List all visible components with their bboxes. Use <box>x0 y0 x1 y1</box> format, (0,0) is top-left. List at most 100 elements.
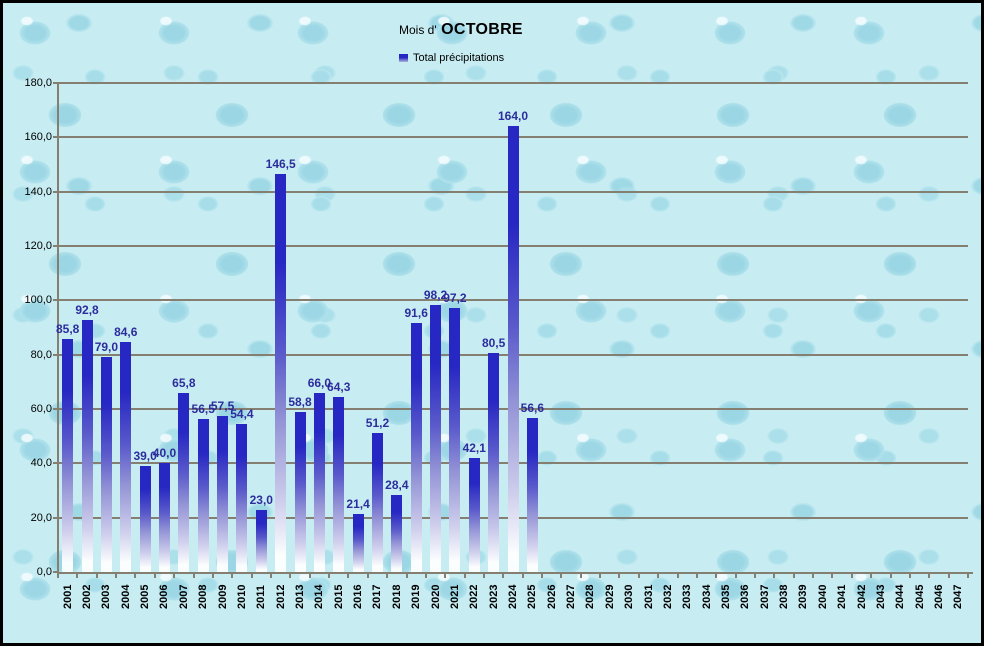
x-axis-tick <box>695 574 698 578</box>
bar <box>352 513 364 572</box>
bar-value-label: 97,2 <box>443 290 467 305</box>
x-axis-tick <box>328 574 331 578</box>
x-axis-tick <box>618 574 621 578</box>
x-axis-tick <box>366 574 369 578</box>
chart-title: Mois d' OCTOBRE <box>399 21 523 39</box>
bar <box>391 494 403 572</box>
x-axis-label: 2041 <box>836 584 849 609</box>
x-axis-label: 2037 <box>758 584 771 609</box>
x-axis-tick <box>211 574 214 578</box>
x-axis-label: 2043 <box>874 584 887 609</box>
x-axis-tick <box>657 574 660 578</box>
x-axis-label: 2032 <box>661 584 674 609</box>
chart-title-month: OCTOBRE <box>441 21 523 38</box>
x-axis-tick <box>231 574 234 578</box>
y-axis-tick <box>53 245 58 247</box>
x-axis-label: 2005 <box>139 584 152 609</box>
bar-value-label: 54,4 <box>230 407 254 422</box>
x-axis-label: 2046 <box>932 584 945 609</box>
x-axis-tick <box>347 574 350 578</box>
bar <box>313 392 325 572</box>
bar-value-label: 64,3 <box>327 380 351 395</box>
x-axis-tick <box>637 574 640 578</box>
legend: Total précipitations <box>399 52 504 64</box>
bar <box>236 424 248 572</box>
x-axis-tick <box>773 574 776 578</box>
y-axis-label: 140,0 <box>24 185 52 198</box>
bar-value-label: 56,5 <box>191 401 215 416</box>
x-axis-label: 2038 <box>778 584 791 609</box>
bar-value-label: 98,2 <box>423 288 448 303</box>
x-axis-label: 2006 <box>158 584 171 609</box>
x-axis-label: 2031 <box>642 584 655 609</box>
x-axis-label: 2040 <box>816 584 829 609</box>
x-axis-tick <box>192 574 195 578</box>
chart-title-prefix: Mois d' <box>399 23 437 37</box>
gridline <box>58 82 968 84</box>
x-axis-label: 2009 <box>216 584 229 609</box>
x-axis-tick <box>76 574 79 578</box>
x-axis-label: 2019 <box>410 584 423 609</box>
bar <box>275 174 287 572</box>
bar <box>120 342 132 572</box>
x-axis-tick <box>386 574 389 578</box>
legend-series-label: Total précipitations <box>413 52 505 64</box>
y-axis-tick <box>53 408 58 410</box>
bar-value-label: 56,6 <box>520 401 545 416</box>
bar-value-label: 21,4 <box>346 496 370 511</box>
x-axis-label: 2047 <box>952 584 965 609</box>
x-axis-label: 2003 <box>100 584 113 609</box>
x-axis-label: 2008 <box>197 584 210 609</box>
x-axis-label: 2022 <box>468 584 481 609</box>
x-axis-tick <box>173 574 176 578</box>
x-axis-tick <box>792 574 795 578</box>
y-axis-label: 60,0 <box>30 403 52 415</box>
bar-value-label: 40,0 <box>152 446 177 461</box>
x-axis-tick <box>153 574 156 578</box>
x-axis-label: 2001 <box>61 584 74 609</box>
bar <box>294 412 306 572</box>
x-axis-tick <box>115 574 118 578</box>
x-axis-label: 2014 <box>313 584 326 609</box>
x-axis-tick <box>250 574 253 578</box>
x-axis-tick <box>444 574 447 578</box>
bar <box>81 319 93 572</box>
bar <box>178 393 190 572</box>
x-axis-tick <box>831 574 834 578</box>
x-axis-label: 2021 <box>448 584 461 609</box>
y-axis-line <box>57 83 59 574</box>
bar-value-label: 51,2 <box>365 415 390 430</box>
x-axis-label: 2045 <box>913 584 926 609</box>
bar-value-label: 57,5 <box>210 398 235 413</box>
x-axis-label: 2027 <box>565 584 578 609</box>
bar <box>449 307 461 572</box>
bar <box>507 126 519 572</box>
x-axis-tick <box>967 574 969 578</box>
x-axis-tick <box>134 574 137 578</box>
x-axis-tick <box>57 574 59 578</box>
x-axis-tick <box>482 574 485 578</box>
x-axis-tick <box>889 574 892 578</box>
x-axis-tick <box>850 574 853 578</box>
x-axis-tick <box>715 574 718 578</box>
bar-value-label: 85,8 <box>55 321 80 336</box>
y-axis-label: 0,0 <box>36 566 52 578</box>
y-axis-tick <box>53 353 58 356</box>
x-axis-label: 2015 <box>332 584 345 609</box>
bar <box>526 418 538 572</box>
x-axis-tick <box>463 574 466 578</box>
x-axis-label: 2029 <box>603 584 616 609</box>
x-axis-tick <box>908 574 911 578</box>
x-axis-label: 2007 <box>177 584 190 609</box>
bar-value-label: 65,8 <box>172 376 196 391</box>
bar-value-label: 79,0 <box>94 340 119 355</box>
y-axis-label: 160,0 <box>24 131 52 144</box>
bar <box>255 509 267 572</box>
bar-value-label: 80,5 <box>481 336 506 351</box>
y-axis-label: 100,0 <box>24 294 52 307</box>
bar <box>333 397 345 572</box>
y-axis-tick <box>53 516 58 519</box>
bar <box>410 323 422 572</box>
y-axis-tick <box>53 299 58 302</box>
